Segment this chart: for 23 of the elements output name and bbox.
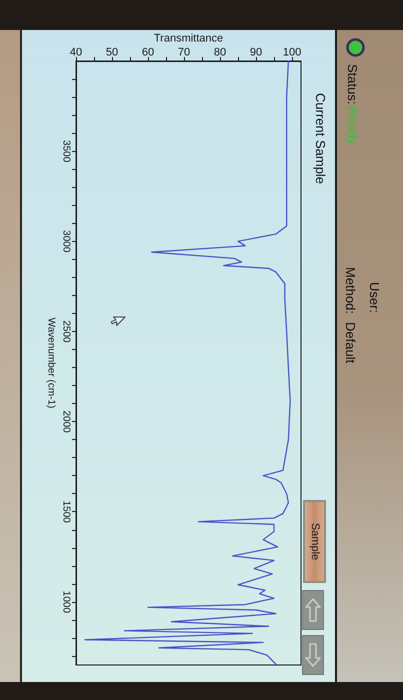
x-tick-label: 50 bbox=[106, 46, 118, 58]
text: Method: bbox=[343, 267, 358, 314]
text: Ready bbox=[345, 107, 360, 145]
x-tick-label: 60 bbox=[142, 46, 154, 58]
y-axis-title: Wavenumber (cm-1) bbox=[46, 318, 56, 408]
x-tick-label: 100 bbox=[282, 46, 302, 58]
x-tick-label: 40 bbox=[70, 46, 82, 58]
y-tick-label: 3500 bbox=[60, 140, 72, 163]
y-tick-label: 3000 bbox=[60, 230, 72, 253]
text: Current Sample bbox=[313, 93, 328, 184]
line-series bbox=[84, 60, 291, 665]
x-tick-label: 80 bbox=[214, 46, 226, 58]
x-tick-label: 90 bbox=[250, 46, 262, 58]
text: Status: bbox=[345, 64, 360, 104]
y-tick-label: 1500 bbox=[60, 500, 72, 524]
x-tick-label: 70 bbox=[178, 46, 190, 58]
y-tick-label: 2500 bbox=[60, 320, 72, 344]
sample-button: Sample bbox=[303, 500, 326, 583]
y-tick-label: 2000 bbox=[60, 410, 72, 434]
text: Default bbox=[343, 322, 358, 364]
y-tick-label: 1000 bbox=[60, 590, 72, 614]
x-axis-title: Transmittance bbox=[154, 32, 224, 44]
text: User: bbox=[367, 282, 382, 314]
